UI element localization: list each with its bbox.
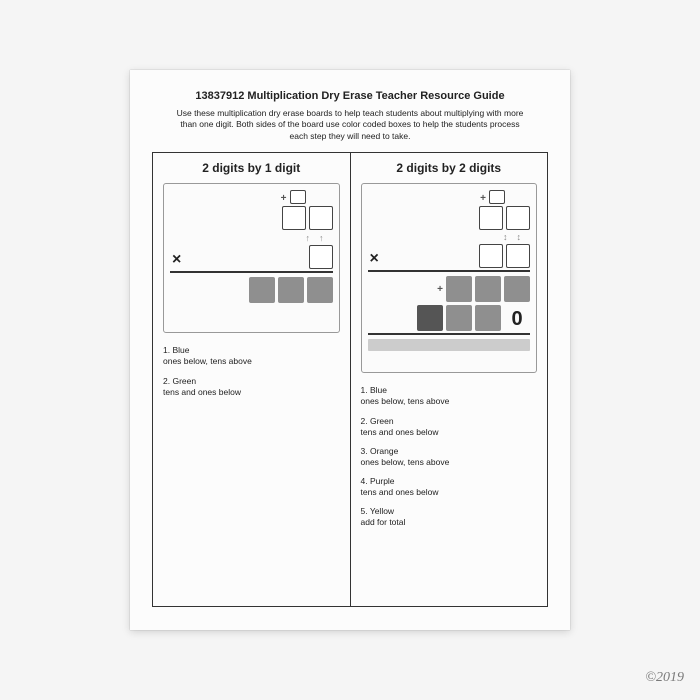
multiplicand-tens-box (479, 206, 503, 230)
product-box (249, 277, 275, 303)
plus-icon: + (437, 284, 443, 295)
times-icon: × (170, 251, 181, 269)
right-steps: 1. Blue ones below, tens above 2. Green … (361, 385, 538, 527)
partial-box (504, 276, 530, 302)
left-diagram: + ↑ ↑ × (163, 183, 340, 333)
step-item: 3. Orange ones below, tens above (361, 446, 538, 468)
multiplicand-tens-box (282, 206, 306, 230)
columns-container: 2 digits by 1 digit + ↑ ↑ (152, 152, 548, 607)
total-bar (368, 339, 531, 351)
plus-icon: + (281, 193, 287, 204)
multiplicand-ones-box (506, 206, 530, 230)
carry-box (489, 190, 505, 204)
multiplier-ones-box (506, 244, 530, 268)
step-number: 1. (163, 345, 170, 355)
step-label: Orange (370, 446, 398, 456)
step-number: 5. (361, 506, 368, 516)
rule-line (368, 270, 531, 272)
document-sheet: 13837912 Multiplication Dry Erase Teache… (130, 70, 570, 630)
step-number: 4. (361, 476, 368, 486)
step-desc: ones below, tens above (361, 396, 538, 407)
step-item: 2. Green tens and ones below (361, 416, 538, 438)
arrow-icon: ↑ (319, 233, 324, 243)
multiplier-tens-box (479, 244, 503, 268)
step-label: Green (370, 416, 394, 426)
arrow-icon: ↕ (517, 232, 522, 242)
step-desc: tens and ones below (163, 387, 340, 398)
partial-box (417, 305, 443, 331)
multiplicand-ones-box (309, 206, 333, 230)
step-item: 4. Purple tens and ones below (361, 476, 538, 498)
rule-line (368, 333, 531, 335)
product-box (278, 277, 304, 303)
step-desc: tens and ones below (361, 487, 538, 498)
times-icon: × (368, 250, 379, 268)
step-desc: add for total (361, 517, 538, 528)
copyright-text: ©2019 (645, 670, 684, 686)
doc-intro: Use these multiplication dry erase board… (152, 108, 548, 142)
step-item: 5. Yellow add for total (361, 506, 538, 528)
arrow-icon: ↑ (306, 233, 311, 243)
left-heading: 2 digits by 1 digit (163, 161, 340, 175)
step-label: Purple (370, 476, 395, 486)
right-diagram: + ↕ ↕ × + (361, 183, 538, 373)
left-column: 2 digits by 1 digit + ↑ ↑ (153, 153, 350, 606)
step-label: Blue (370, 385, 387, 395)
partial-box (475, 276, 501, 302)
step-item: 2. Green tens and ones below (163, 376, 340, 398)
zero-placeholder: 0 (504, 308, 530, 331)
plus-icon: + (480, 193, 486, 204)
step-item: 1. Blue ones below, tens above (361, 385, 538, 407)
right-column: 2 digits by 2 digits + ↕ ↕ × (350, 153, 548, 606)
partial-box (446, 276, 472, 302)
step-desc: ones below, tens above (361, 457, 538, 468)
product-box (307, 277, 333, 303)
multiplier-box (309, 245, 333, 269)
carry-box (290, 190, 306, 204)
left-steps: 1. Blue ones below, tens above 2. Green … (163, 345, 340, 397)
arrow-icon: ↕ (503, 232, 508, 242)
step-desc: ones below, tens above (163, 356, 340, 367)
step-number: 2. (361, 416, 368, 426)
step-item: 1. Blue ones below, tens above (163, 345, 340, 367)
step-label: Yellow (370, 506, 394, 516)
step-number: 3. (361, 446, 368, 456)
step-number: 2. (163, 376, 170, 386)
right-heading: 2 digits by 2 digits (361, 161, 538, 175)
step-number: 1. (361, 385, 368, 395)
step-desc: tens and ones below (361, 427, 538, 438)
rule-line (170, 271, 333, 273)
partial-box (446, 305, 472, 331)
step-label: Green (172, 376, 196, 386)
doc-title: 13837912 Multiplication Dry Erase Teache… (152, 90, 548, 102)
partial-box (475, 305, 501, 331)
step-label: Blue (172, 345, 189, 355)
